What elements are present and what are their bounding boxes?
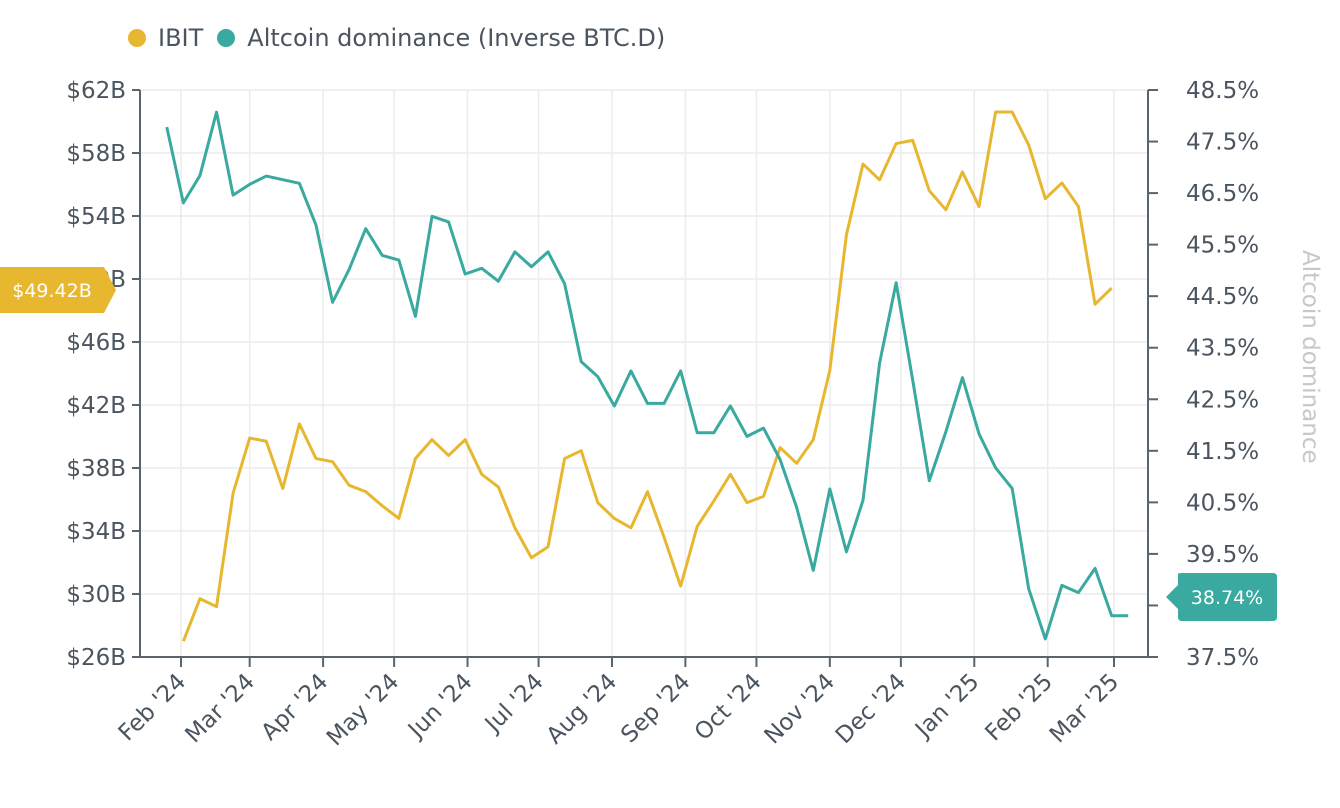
x-tick-label: Apr '24	[256, 669, 333, 746]
right-tick-label: 42.5%	[1186, 387, 1259, 413]
left-tick-label: $30B	[66, 582, 126, 608]
legend-item-altcoin[interactable]: Altcoin dominance (Inverse BTC.D)	[217, 24, 665, 52]
right-tick-label: 45.5%	[1186, 233, 1259, 259]
x-tick-label: Jan '25	[909, 669, 984, 744]
legend-dot-altcoin	[217, 29, 236, 47]
ibit-current-value: $49.42B	[12, 280, 92, 302]
x-tick-label: Aug '24	[542, 669, 622, 749]
left-tick-label: $38B	[66, 456, 126, 482]
ibit-current-value-badge	[0, 267, 116, 313]
legend-dot-ibit	[128, 29, 146, 47]
right-axis-title: Altcoin dominance	[1297, 250, 1323, 464]
right-tick-label: 44.5%	[1186, 284, 1259, 310]
x-tick-label: Jul '24	[479, 669, 549, 739]
left-tick-label: $46B	[66, 330, 126, 356]
x-tick-label: Jun '24	[402, 669, 478, 745]
right-tick-label: 43.5%	[1186, 336, 1259, 362]
left-tick-label: $62B	[66, 78, 126, 104]
right-tick-label: 41.5%	[1186, 439, 1259, 465]
left-tick-label: $42B	[66, 393, 126, 419]
right-tick-label: 40.5%	[1186, 490, 1259, 516]
left-tick-label: $58B	[66, 141, 126, 167]
x-tick-label: Mar '24	[181, 669, 260, 748]
altcoin-current-value: 38.74%	[1191, 587, 1263, 609]
x-tick-label: Oct '24	[690, 669, 767, 746]
x-tick-label: Dec '24	[831, 669, 911, 749]
left-tick-label: $26B	[66, 645, 126, 671]
left-tick-label: $34B	[66, 519, 126, 545]
altcoin-current-value-badge	[1166, 573, 1277, 621]
legend: IBIT Altcoin dominance (Inverse BTC.D)	[128, 24, 665, 52]
x-tick-label: Mar '25	[1045, 669, 1124, 748]
legend-label-altcoin: Altcoin dominance (Inverse BTC.D)	[247, 24, 666, 52]
x-tick-label: Nov '24	[760, 669, 840, 749]
x-tick-label: Feb '24	[114, 669, 192, 747]
x-tick-label: May '24	[322, 669, 404, 751]
x-tick-label: Feb '25	[980, 669, 1058, 747]
series-line-altcoin	[165, 110, 1129, 641]
x-tick-label: Sep '24	[616, 669, 695, 748]
left-tick-label: $54B	[66, 204, 126, 230]
legend-label-ibit: IBIT	[158, 24, 204, 52]
right-tick-label: 39.5%	[1186, 542, 1259, 568]
right-tick-label: 37.5%	[1186, 645, 1259, 671]
right-tick-label: 46.5%	[1186, 181, 1259, 207]
right-tick-label: 48.5%	[1186, 78, 1259, 104]
right-tick-label: 47.5%	[1186, 130, 1259, 156]
legend-item-ibit[interactable]: IBIT	[128, 24, 203, 52]
